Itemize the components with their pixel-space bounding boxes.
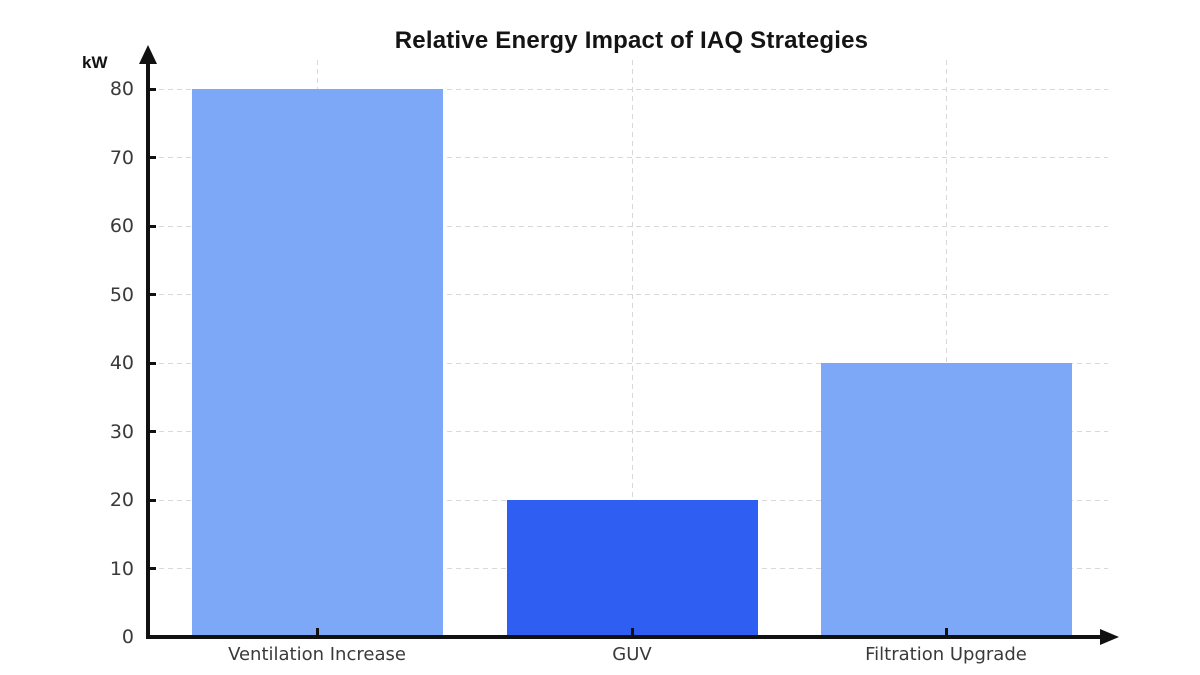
y-tick-label: 50 xyxy=(109,283,134,306)
y-tick xyxy=(150,156,156,159)
y-tick-label: 30 xyxy=(109,420,134,443)
x-tick-label: GUV xyxy=(612,644,652,665)
y-tick-label: 20 xyxy=(109,489,134,511)
y-tick-label: 0 xyxy=(121,626,134,648)
y-tick-label: 60 xyxy=(109,215,134,237)
y-axis-arrow-icon xyxy=(139,45,157,64)
gridline-horizontal xyxy=(150,157,1108,158)
x-tick xyxy=(315,628,319,637)
x-tick-label: Ventilation Increase xyxy=(228,644,406,665)
y-tick-label: 40 xyxy=(109,352,134,374)
y-tick-label: 80 xyxy=(109,78,134,100)
gridline-vertical xyxy=(945,60,947,637)
y-tick xyxy=(150,361,156,365)
y-axis-unit-label: kW xyxy=(82,53,108,72)
gridline-vertical xyxy=(631,60,633,637)
gridline-horizontal xyxy=(150,362,1108,364)
y-tick xyxy=(150,567,156,570)
gridline-horizontal xyxy=(150,88,1108,90)
x-axis-line xyxy=(146,635,1104,639)
bar xyxy=(506,500,758,637)
y-tick-label: 10 xyxy=(109,557,134,580)
x-axis-arrow-icon xyxy=(1100,629,1119,645)
gridline-horizontal xyxy=(150,225,1108,227)
y-axis-line xyxy=(146,58,150,639)
y-tick xyxy=(150,430,156,433)
x-tick xyxy=(944,628,948,637)
bar xyxy=(820,363,1072,637)
chart-title: Relative Energy Impact of IAQ Strategies xyxy=(394,27,869,54)
x-tick-label: Filtration Upgrade xyxy=(865,644,1027,665)
y-tick xyxy=(150,293,156,296)
x-tick xyxy=(630,628,634,637)
bar xyxy=(191,89,443,637)
gridline-horizontal xyxy=(150,294,1108,295)
y-tick xyxy=(150,498,156,502)
y-tick xyxy=(150,224,156,228)
y-tick xyxy=(150,87,156,91)
y-tick-label: 70 xyxy=(109,146,134,169)
gridline-horizontal xyxy=(150,431,1108,432)
